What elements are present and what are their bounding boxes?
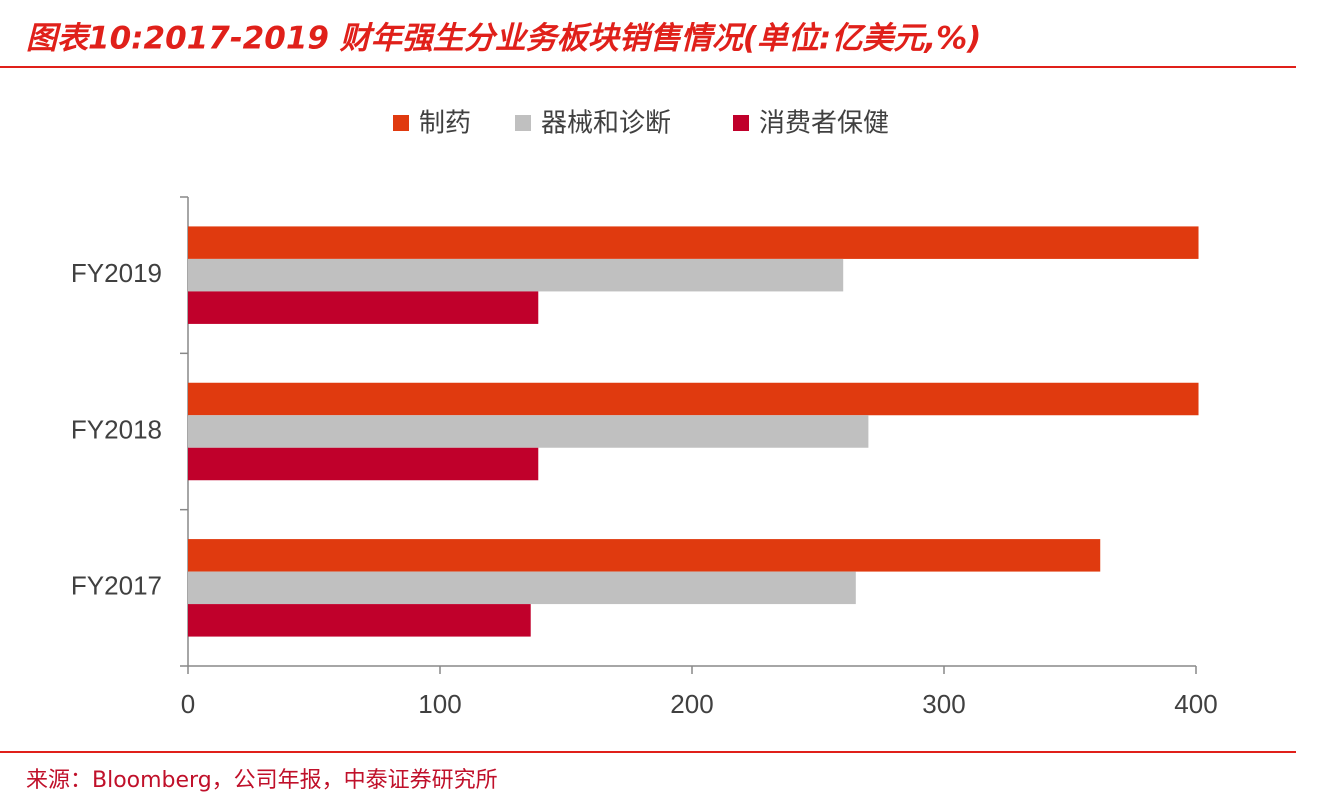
x-tick-label: 300	[922, 689, 965, 719]
legend-swatch	[393, 115, 409, 131]
bar	[188, 415, 869, 448]
chart-title: 图表10:2017-2019 财年强生分业务板块销售情况(单位:亿美元,%)	[26, 21, 981, 57]
bar	[188, 604, 531, 637]
bar	[188, 291, 539, 324]
x-tick-label: 200	[670, 689, 713, 719]
bar	[188, 571, 856, 605]
source: 来源：Bloomberg，公司年报，中泰证券研究所	[26, 768, 498, 793]
x-tick-label: 100	[418, 689, 461, 719]
x-tick-label: 400	[1174, 689, 1217, 719]
x-tick-label: 0	[181, 689, 195, 719]
legend-label: 器械和诊断	[541, 109, 671, 139]
legend-label: 制药	[419, 109, 471, 139]
y-tick-label: FY2018	[71, 414, 162, 444]
bar	[188, 258, 844, 292]
bar	[188, 382, 1199, 416]
y-tick-label: FY2019	[71, 258, 162, 288]
legend-label: 消费者保健	[759, 109, 889, 139]
bar	[188, 447, 539, 481]
legend-swatch	[515, 115, 531, 131]
legend-swatch	[733, 115, 749, 131]
bar	[188, 539, 1101, 572]
bar	[188, 226, 1199, 259]
y-tick-label: FY2017	[71, 571, 162, 601]
